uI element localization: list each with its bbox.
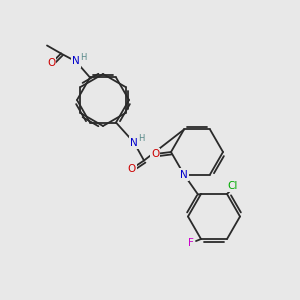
Text: H: H bbox=[80, 53, 86, 62]
Text: N: N bbox=[72, 56, 80, 67]
Text: F: F bbox=[188, 238, 194, 248]
Text: O: O bbox=[128, 164, 136, 173]
Text: O: O bbox=[151, 149, 159, 159]
Text: N: N bbox=[180, 169, 188, 179]
Text: N: N bbox=[130, 137, 138, 148]
Text: H: H bbox=[138, 134, 144, 143]
Text: O: O bbox=[47, 58, 55, 68]
Text: Cl: Cl bbox=[228, 181, 238, 191]
